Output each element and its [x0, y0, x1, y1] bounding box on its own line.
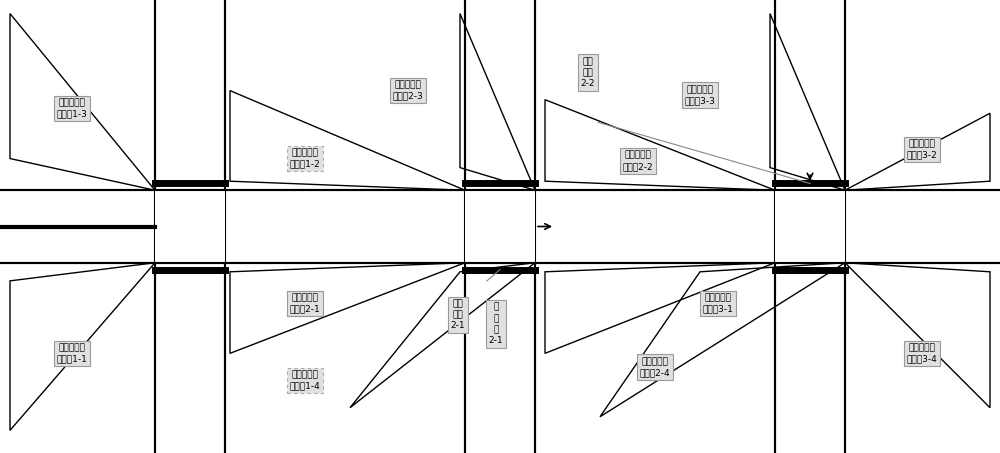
Bar [155, 0, 225, 453]
Text: 视频跟踪检
测单元2-2: 视频跟踪检 测单元2-2 [623, 151, 653, 171]
Text: 视频跟踪检
测单元1-1: 视频跟踪检 测单元1-1 [57, 343, 87, 363]
Bar [155, 190, 225, 263]
Text: 视频跟踪检
测单元3-2: 视频跟踪检 测单元3-2 [907, 140, 937, 159]
Text: 监测
位置
2-1: 监测 位置 2-1 [451, 299, 465, 330]
Text: 视频跟踪检
测单元3-4: 视频跟踪检 测单元3-4 [907, 343, 937, 363]
Text: 视频跟踪检
测单元1-2: 视频跟踪检 测单元1-2 [290, 149, 320, 169]
Bar [465, 0, 535, 453]
Text: 视频跟踪检
测单元2-3: 视频跟踪检 测单元2-3 [393, 81, 423, 101]
Text: 视频跟踪检
测单元1-4: 视频跟踪检 测单元1-4 [290, 371, 320, 390]
Text: 视频跟踪检
测单元3-1: 视频跟踪检 测单元3-1 [703, 294, 733, 313]
Text: 视频跟踪检
测单元3-3: 视频跟踪检 测单元3-3 [685, 85, 715, 105]
Text: 监测
位置
2-2: 监测 位置 2-2 [581, 57, 595, 88]
Text: 停
止
线
2-1: 停 止 线 2-1 [489, 303, 503, 345]
Text: 视频跟踪检
测单元2-1: 视频跟踪检 测单元2-1 [290, 294, 320, 313]
Bar [465, 190, 535, 263]
Text: 视频跟踪检
测单元1-3: 视频跟踪检 测单元1-3 [57, 99, 87, 119]
Text: 视频跟踪检
测单元2-4: 视频跟踪检 测单元2-4 [640, 357, 670, 377]
Bar [775, 0, 845, 453]
Bar [775, 190, 845, 263]
